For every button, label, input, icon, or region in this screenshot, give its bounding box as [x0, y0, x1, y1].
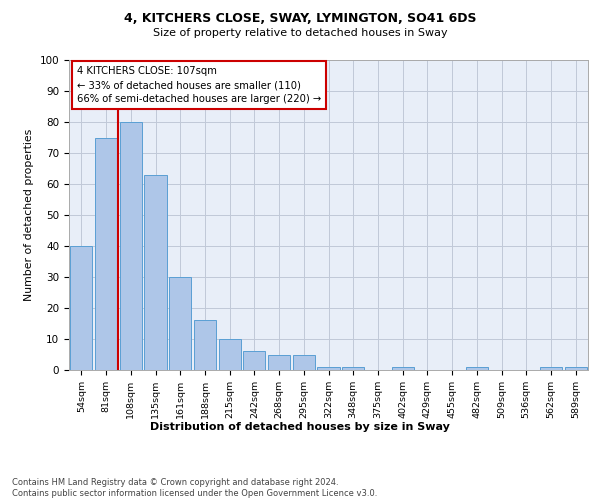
Text: Size of property relative to detached houses in Sway: Size of property relative to detached ho… — [152, 28, 448, 38]
Bar — [145, 174, 167, 370]
Bar — [392, 367, 414, 370]
Bar — [565, 367, 587, 370]
Bar — [169, 277, 191, 370]
Bar — [218, 339, 241, 370]
Bar — [293, 354, 315, 370]
Bar — [466, 367, 488, 370]
Text: Distribution of detached houses by size in Sway: Distribution of detached houses by size … — [150, 422, 450, 432]
Text: 4, KITCHERS CLOSE, SWAY, LYMINGTON, SO41 6DS: 4, KITCHERS CLOSE, SWAY, LYMINGTON, SO41… — [124, 12, 476, 26]
Bar — [540, 367, 562, 370]
Bar — [317, 367, 340, 370]
Bar — [119, 122, 142, 370]
Text: Contains HM Land Registry data © Crown copyright and database right 2024.
Contai: Contains HM Land Registry data © Crown c… — [12, 478, 377, 498]
Bar — [342, 367, 364, 370]
Bar — [243, 352, 265, 370]
Text: 4 KITCHERS CLOSE: 107sqm
← 33% of detached houses are smaller (110)
66% of semi-: 4 KITCHERS CLOSE: 107sqm ← 33% of detach… — [77, 66, 321, 104]
Bar — [70, 246, 92, 370]
Bar — [95, 138, 117, 370]
Y-axis label: Number of detached properties: Number of detached properties — [24, 129, 34, 301]
Bar — [268, 354, 290, 370]
Bar — [194, 320, 216, 370]
